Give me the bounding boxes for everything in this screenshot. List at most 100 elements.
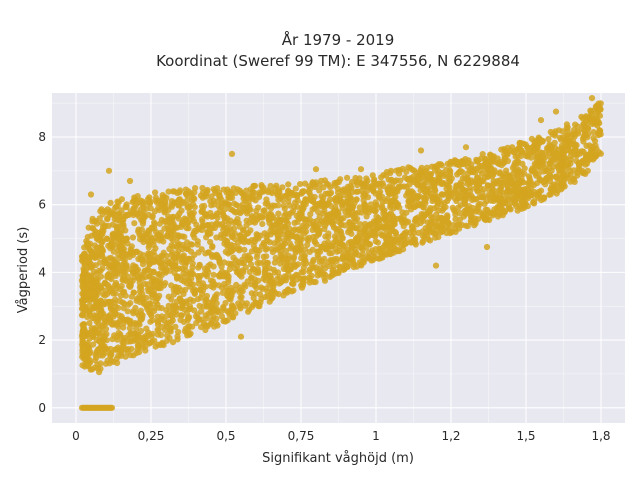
data-point xyxy=(176,210,183,217)
data-point xyxy=(277,251,284,258)
data-point xyxy=(310,256,317,263)
data-point xyxy=(225,273,232,280)
data-point xyxy=(128,293,135,300)
data-point xyxy=(132,248,139,256)
data-point xyxy=(160,238,167,245)
data-point xyxy=(344,206,351,213)
data-point xyxy=(235,259,242,266)
data-point xyxy=(112,296,119,303)
x-axis-ticks: 0 0,25 0,5 0,75 1 1,2 1,5 1,8 xyxy=(72,429,610,443)
data-point xyxy=(248,290,255,297)
data-point xyxy=(309,246,316,253)
data-point xyxy=(96,369,103,376)
data-point xyxy=(129,268,136,275)
data-point xyxy=(185,315,192,322)
data-point xyxy=(452,216,459,223)
data-point xyxy=(234,239,242,247)
data-point xyxy=(250,266,258,273)
data-point xyxy=(419,228,426,235)
data-point xyxy=(127,300,134,307)
data-point xyxy=(218,273,225,280)
data-point xyxy=(494,178,501,185)
data-point xyxy=(570,175,578,183)
data-point xyxy=(349,244,356,251)
data-point xyxy=(292,249,299,256)
data-point xyxy=(419,238,427,245)
data-point xyxy=(514,166,522,173)
data-point xyxy=(558,136,565,143)
data-point xyxy=(538,158,545,165)
data-point xyxy=(103,235,110,242)
data-point xyxy=(497,184,504,191)
data-point xyxy=(463,196,470,203)
data-point xyxy=(91,289,98,296)
data-point xyxy=(165,227,172,234)
data-point xyxy=(151,221,158,228)
data-point xyxy=(227,217,234,224)
data-point xyxy=(103,260,110,267)
data-point xyxy=(362,202,369,209)
data-point xyxy=(594,122,601,129)
data-point xyxy=(203,303,210,310)
data-point xyxy=(213,234,220,241)
data-point xyxy=(118,282,125,290)
data-point xyxy=(243,222,250,229)
data-point xyxy=(140,204,147,211)
data-point xyxy=(254,250,261,258)
data-point xyxy=(378,251,385,258)
data-point xyxy=(524,144,531,151)
data-point xyxy=(356,259,363,266)
data-point xyxy=(491,192,498,199)
data-point xyxy=(266,298,273,305)
data-point xyxy=(275,202,282,209)
data-point xyxy=(102,222,109,229)
data-point xyxy=(237,294,244,301)
data-point xyxy=(86,320,93,327)
data-point xyxy=(338,216,345,223)
data-point xyxy=(155,304,162,311)
data-point xyxy=(92,357,99,364)
data-point xyxy=(156,220,163,227)
data-point xyxy=(226,266,233,273)
data-point xyxy=(264,200,271,207)
data-point xyxy=(237,287,245,294)
data-point xyxy=(94,277,101,284)
data-point xyxy=(180,253,187,260)
data-point xyxy=(352,251,359,258)
data-point xyxy=(167,219,174,226)
data-point xyxy=(210,271,217,278)
data-point xyxy=(237,210,244,217)
data-point xyxy=(299,206,306,213)
data-point xyxy=(292,233,299,240)
data-point xyxy=(545,136,552,143)
data-point xyxy=(149,317,156,324)
data-point xyxy=(98,206,105,213)
data-point xyxy=(423,188,430,196)
data-point xyxy=(222,317,229,324)
data-point xyxy=(298,282,305,289)
data-point xyxy=(299,222,306,229)
data-point xyxy=(260,253,267,260)
data-point xyxy=(159,252,167,259)
data-point xyxy=(563,147,570,154)
data-point xyxy=(161,193,168,200)
outlier-point xyxy=(588,95,596,102)
data-point xyxy=(93,233,100,240)
data-point xyxy=(109,210,116,217)
data-point xyxy=(162,280,169,287)
data-point xyxy=(267,215,274,222)
data-point xyxy=(566,142,574,149)
data-point xyxy=(480,186,487,193)
data-point xyxy=(173,232,180,239)
data-point xyxy=(204,298,211,306)
data-point xyxy=(181,273,188,281)
data-point xyxy=(276,256,283,263)
data-point xyxy=(444,189,451,196)
data-point xyxy=(321,255,328,262)
data-point xyxy=(301,230,308,237)
data-point xyxy=(309,179,316,186)
data-point xyxy=(173,243,180,250)
data-point xyxy=(93,318,100,325)
data-point xyxy=(396,184,403,191)
